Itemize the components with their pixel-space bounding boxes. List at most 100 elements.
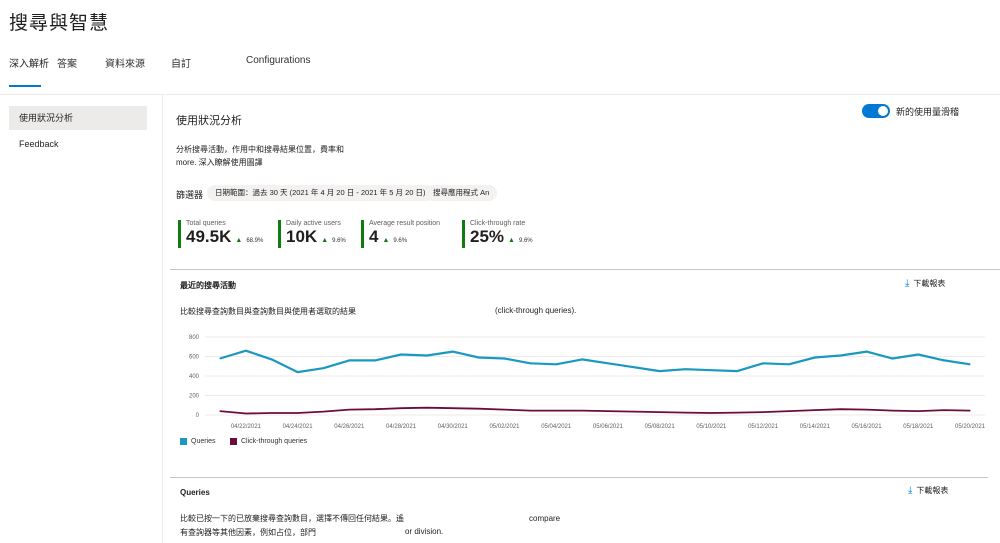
tab-configurations[interactable]: Configurations [246, 55, 311, 66]
x-tick-label: 05/12/2021 [748, 424, 779, 430]
x-tick-label: 05/14/2021 [800, 424, 831, 430]
data-point [555, 363, 557, 365]
kpi-daily-active-users: Daily active users 10K ▲ 9.6% [278, 220, 346, 248]
kpi-change: 9.6% [332, 238, 346, 244]
data-point [710, 412, 712, 414]
data-point [296, 371, 299, 373]
data-point [969, 410, 971, 412]
tab-insights[interactable]: 深入解析 [9, 59, 49, 70]
data-point [969, 363, 971, 365]
new-usage-toggle[interactable] [862, 104, 890, 118]
header-divider [0, 94, 1000, 95]
queries-desc-line-1: 比較已按一下的已放棄搜尋查詢數目，選擇不傳回任何結果。遙 [180, 514, 404, 523]
kpi-change: 68.9% [246, 238, 264, 244]
trend-up-icon: ▲ [508, 237, 515, 244]
activity-card-title: 最近的搜尋活動 [180, 281, 236, 290]
data-point [400, 407, 402, 409]
data-point [271, 358, 273, 361]
y-tick-label: 600 [189, 355, 200, 361]
data-point [245, 412, 247, 415]
trend-up-icon: ▲ [321, 237, 329, 244]
download-report-button[interactable]: ⤓ 下載報表 [905, 278, 945, 289]
download-queries-report-button[interactable]: ⤓ 下載報表 [908, 485, 948, 496]
tab-customizations[interactable]: 自訂 [171, 59, 191, 70]
kpi-value: 25% [470, 227, 505, 246]
toggle-label: 新的使用量滑稽 [896, 107, 960, 117]
date-range-filter[interactable]: 日期範圍：過去 30 天 (2021 年 4 月 20 日 - 2021 年 5… [207, 185, 434, 201]
kpi-average-result-position: Average result position 4 ▲ 9.6% [361, 220, 440, 248]
kpi-value: 49.5K [186, 227, 232, 246]
data-point [478, 356, 480, 359]
data-point [296, 412, 299, 414]
legend-click-through[interactable]: Click-through queries [230, 438, 307, 445]
data-point [736, 411, 738, 414]
data-point [710, 369, 712, 371]
data-point [762, 362, 764, 364]
tab-data-sources[interactable]: 資料來源 [105, 59, 145, 70]
legend-queries[interactable]: Queries [180, 438, 216, 445]
data-point [762, 411, 764, 413]
y-tick-label: 0 [196, 413, 200, 419]
x-tick-label: 05/06/2021 [593, 424, 624, 430]
data-point [607, 362, 609, 364]
x-tick-label: 05/08/2021 [645, 424, 676, 430]
data-point [633, 410, 635, 413]
data-point [788, 363, 790, 365]
kpi-label: Daily active users [286, 220, 341, 227]
legend-label: Queries [191, 438, 216, 445]
sidebar-item-feedback[interactable]: Feedback [19, 139, 59, 149]
data-point [452, 407, 454, 409]
description-line-2[interactable]: more. 深入瞭解使用圖譯 [176, 158, 263, 167]
legend-swatch [230, 438, 237, 445]
data-point [529, 410, 531, 412]
description-line-1: 分析搜尋活動，作用中和搜尋結果位置，費率和 [176, 145, 344, 154]
x-tick-label: 04/28/2021 [386, 424, 417, 430]
main-divider [162, 95, 163, 543]
kpi-value: 4 [369, 227, 379, 246]
queries-desc-division: or division. [405, 527, 444, 536]
data-point [478, 408, 480, 410]
y-tick-label: 200 [189, 394, 200, 400]
kpi-label: Total queries [186, 220, 226, 227]
page-title: 搜尋與智慧 [9, 13, 110, 34]
activity-subtitle-suffix: (click-through queries). [495, 306, 577, 315]
data-point [736, 370, 738, 372]
search-app-filter[interactable]: 搜尋應用程式 An [425, 185, 498, 201]
x-tick-label: 04/24/2021 [283, 424, 314, 430]
data-point [633, 366, 635, 368]
x-tick-label: 05/04/2021 [541, 424, 572, 430]
data-point [426, 407, 428, 409]
data-point [607, 410, 609, 412]
data-point [219, 410, 221, 412]
kpi-change: 9.6% [518, 238, 533, 244]
activity-subtitle: 比較搜尋查詢數目與查詢數目與使用者選取的結果 [180, 307, 356, 316]
kpi-value: 10K [286, 227, 318, 246]
x-tick-label: 05/16/2021 [852, 424, 883, 430]
kpi-total-queries: Total queries 49.5K ▲ 68.9% [178, 220, 263, 248]
kpi-label: Click-through rate [470, 220, 526, 227]
data-point [581, 410, 583, 412]
tab-answers[interactable]: 答案 [57, 59, 77, 70]
legend-swatch [180, 438, 187, 445]
data-point [374, 359, 376, 361]
filter-label: 篩選器 [176, 190, 204, 200]
card-divider [170, 477, 988, 478]
sidebar-item-usage-analytics[interactable]: 使用狀況分析 [9, 106, 147, 130]
kpi-change: 9.6% [393, 238, 408, 244]
data-point [814, 356, 816, 359]
data-point [840, 408, 842, 410]
active-tab-indicator [9, 85, 41, 87]
series-line-click-through [219, 406, 971, 415]
data-point [943, 409, 945, 411]
x-tick-label: 04/22/2021 [231, 424, 262, 430]
data-point [840, 354, 842, 357]
data-point [503, 409, 506, 411]
data-point [503, 357, 506, 360]
legend-label: Click-through queries [241, 438, 308, 445]
data-point [219, 357, 221, 360]
x-tick-label: 04/26/2021 [334, 424, 365, 430]
tab-bar: 深入解析 答案 資料來源 自訂 Configurations [0, 55, 1000, 95]
toggle-knob [878, 106, 888, 116]
data-point [555, 410, 557, 412]
data-point [943, 359, 945, 361]
